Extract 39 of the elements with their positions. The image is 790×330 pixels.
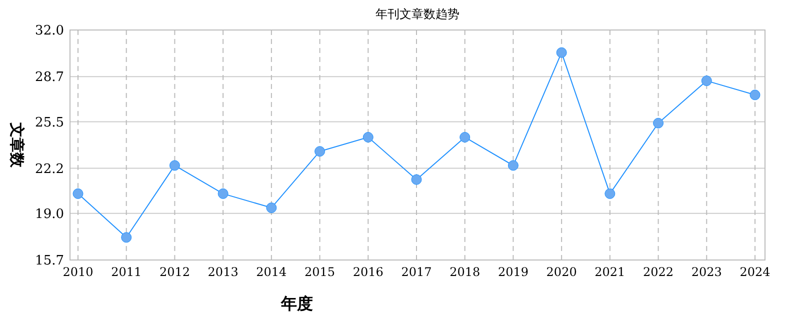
point	[653, 118, 664, 128]
x-tick-label: 2014	[256, 265, 288, 279]
x-tick-label: 2010	[62, 265, 94, 279]
x-tick-label: 2012	[159, 265, 190, 279]
y-tick-label: 32.0	[35, 24, 64, 39]
point	[604, 188, 616, 199]
point	[411, 174, 422, 185]
x-tick-label: 2019	[498, 265, 528, 279]
point	[169, 160, 180, 171]
y-tick-label: 15.7	[35, 254, 64, 269]
y-axis-title: 文章数	[8, 122, 26, 168]
point	[508, 160, 518, 171]
point	[266, 202, 277, 214]
y-tick-label: 28.7	[35, 70, 64, 86]
chart-title: 年刊文章数趋势	[376, 7, 460, 21]
point	[362, 132, 374, 142]
y-tick-label: 22.2	[35, 162, 64, 177]
point	[556, 47, 567, 58]
x-tick-label: 2024	[740, 265, 771, 279]
x-tick-label: 2023	[691, 265, 722, 279]
x-tick-label: 2020	[546, 265, 577, 279]
point	[460, 132, 470, 142]
point	[218, 188, 228, 199]
x-tick-label: 2013	[208, 265, 238, 279]
point	[72, 188, 84, 199]
y-tick-label: 19.0	[35, 206, 64, 222]
y-tick-label: 25.5	[35, 115, 64, 130]
x-tick-label: 2022	[643, 265, 674, 279]
x-axis-title: 年度	[280, 294, 313, 313]
x-tick-label: 2015	[304, 265, 336, 279]
x-tick-label: 2018	[450, 265, 480, 279]
point	[750, 90, 760, 100]
x-tick-label: 2011	[111, 265, 142, 279]
point	[121, 232, 132, 243]
x-tick-label: 2016	[352, 265, 384, 279]
point	[701, 76, 712, 86]
x-tick-label: 2017	[401, 265, 432, 279]
point	[314, 146, 326, 157]
x-tick-label: 2021	[594, 265, 626, 279]
